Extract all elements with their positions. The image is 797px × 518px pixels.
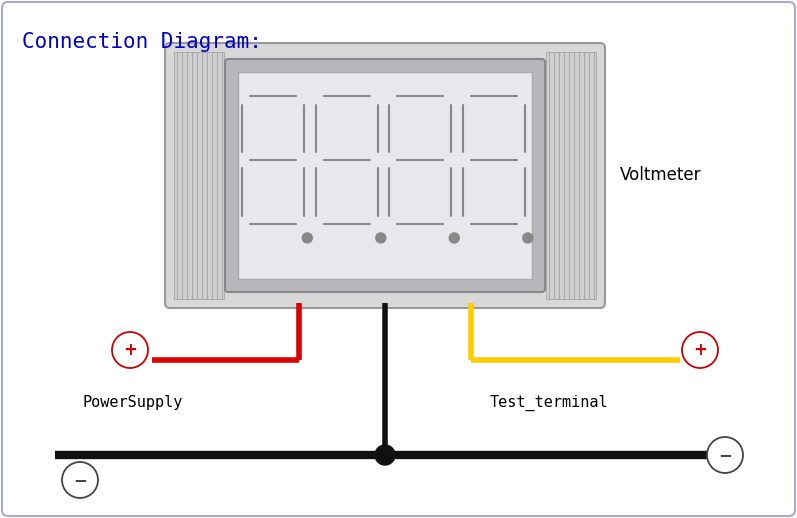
Circle shape: [707, 437, 743, 473]
Circle shape: [523, 233, 532, 243]
Circle shape: [375, 445, 395, 465]
Text: +: +: [123, 341, 137, 359]
Circle shape: [375, 233, 386, 243]
Text: PowerSupply: PowerSupply: [82, 395, 183, 410]
Text: Connection Diagram:: Connection Diagram:: [22, 32, 262, 52]
FancyBboxPatch shape: [225, 59, 545, 292]
Bar: [174, 52, 224, 299]
Text: −: −: [718, 446, 732, 464]
Text: −: −: [73, 471, 87, 489]
Circle shape: [450, 233, 459, 243]
Circle shape: [682, 332, 718, 368]
Circle shape: [302, 233, 312, 243]
Circle shape: [112, 332, 148, 368]
Text: Voltmeter: Voltmeter: [620, 166, 701, 184]
Bar: [238, 72, 532, 279]
Text: Test_terminal: Test_terminal: [490, 395, 609, 411]
Text: +: +: [693, 341, 707, 359]
Bar: [546, 52, 596, 299]
Circle shape: [62, 462, 98, 498]
FancyBboxPatch shape: [165, 43, 605, 308]
